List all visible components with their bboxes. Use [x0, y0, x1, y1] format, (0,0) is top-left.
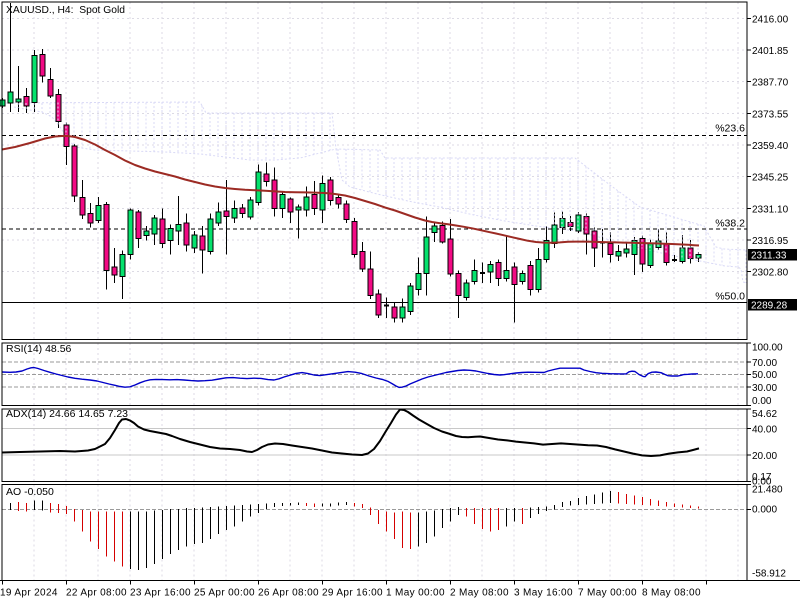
svg-text:2331.10: 2331.10	[752, 204, 789, 215]
svg-text:54.62: 54.62	[752, 409, 777, 420]
svg-text:19 Apr 2024: 19 Apr 2024	[0, 588, 58, 599]
svg-text:%38.2: %38.2	[715, 218, 745, 230]
svg-text:0.00: 0.00	[752, 477, 772, 488]
svg-text:21.480: 21.480	[752, 485, 783, 496]
svg-text:20.00: 20.00	[752, 451, 777, 462]
svg-text:2373.55: 2373.55	[752, 109, 789, 120]
svg-text:70.00: 70.00	[752, 358, 777, 369]
svg-text:2289.28: 2289.28	[751, 301, 788, 312]
svg-text:2302.80: 2302.80	[752, 268, 789, 279]
svg-text:30.00: 30.00	[752, 383, 777, 394]
svg-text:100.00: 100.00	[752, 343, 783, 354]
svg-text:25 Apr 00:00: 25 Apr 00:00	[194, 588, 255, 599]
svg-text:ADX(14) 24.66 14.65 7.23: ADX(14) 24.66 14.65 7.23	[6, 408, 128, 420]
svg-text:0.17: 0.17	[752, 472, 772, 483]
svg-text:-58.912: -58.912	[752, 569, 786, 580]
svg-text:AO -0.050: AO -0.050	[6, 486, 54, 498]
svg-text:2316.95: 2316.95	[752, 236, 789, 247]
svg-text:2387.70: 2387.70	[752, 78, 789, 89]
svg-text:2359.40: 2359.40	[752, 141, 789, 152]
svg-text:22 Apr 08:00: 22 Apr 08:00	[66, 588, 127, 599]
svg-text:29 Apr 16:00: 29 Apr 16:00	[322, 588, 383, 599]
svg-text:3 May 16:00: 3 May 16:00	[514, 588, 573, 599]
svg-text:7 May 00:00: 7 May 00:00	[578, 588, 637, 599]
svg-text:0.00: 0.00	[752, 396, 772, 407]
svg-text:2345.25: 2345.25	[752, 173, 789, 184]
svg-text:26 Apr 08:00: 26 Apr 08:00	[258, 588, 319, 599]
svg-text:2 May 08:00: 2 May 08:00	[450, 588, 509, 599]
svg-text:40.00: 40.00	[752, 425, 777, 436]
svg-text:0.000: 0.000	[752, 505, 777, 516]
svg-text:1 May 00:00: 1 May 00:00	[386, 588, 445, 599]
svg-text:50.00: 50.00	[752, 370, 777, 381]
svg-text:XAUUSD., H4: Spot Gold: XAUUSD., H4: Spot Gold	[6, 5, 125, 16]
svg-text:2311.33: 2311.33	[751, 251, 787, 262]
svg-text:2416.00: 2416.00	[752, 14, 789, 25]
svg-text:RSI(14) 48.56: RSI(14) 48.56	[6, 343, 72, 355]
svg-text:2401.85: 2401.85	[752, 46, 789, 57]
svg-text:%50.0: %50.0	[715, 291, 745, 303]
svg-text:8 May 08:00: 8 May 08:00	[642, 588, 701, 599]
svg-text:23 Apr 16:00: 23 Apr 16:00	[130, 588, 191, 599]
svg-text:%23.6: %23.6	[715, 123, 745, 135]
